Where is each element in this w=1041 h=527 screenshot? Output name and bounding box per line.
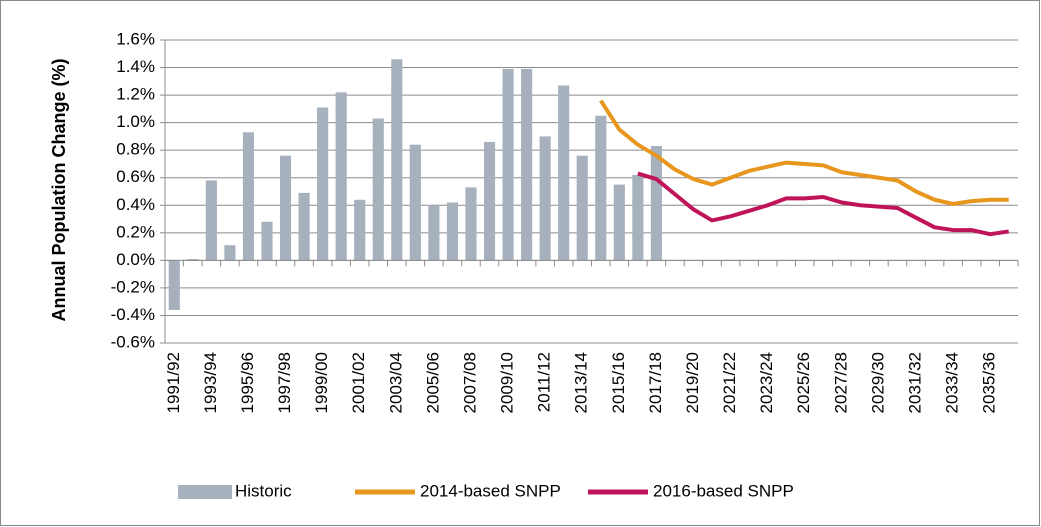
bar xyxy=(354,199,366,261)
x-tick-label: 2005/06 xyxy=(423,352,442,413)
legend-label: 2016-based SNPP xyxy=(653,481,794,500)
line xyxy=(599,99,1009,206)
x-tick-label: 2027/28 xyxy=(831,352,850,413)
x-tick-label: 2001/02 xyxy=(349,352,368,413)
x-tick-label: 2033/34 xyxy=(943,352,962,413)
bar xyxy=(539,136,551,261)
bar xyxy=(521,68,533,261)
x-tick-label: 2003/04 xyxy=(386,352,405,413)
x-tick-label: 2015/16 xyxy=(609,352,628,413)
x-tick-label: 2031/32 xyxy=(905,352,924,413)
x-tick-label: 2007/08 xyxy=(460,352,479,413)
x-tick-label: 2019/20 xyxy=(683,352,702,413)
bar xyxy=(391,59,403,261)
x-tick-label: 1991/92 xyxy=(164,352,183,413)
x-tick-label: 1997/98 xyxy=(275,352,294,413)
x-tick-label: 1993/94 xyxy=(201,352,220,413)
bar xyxy=(632,174,644,261)
x-tick-label: 2025/26 xyxy=(794,352,813,413)
bar xyxy=(428,205,440,261)
x-tick-label: 2035/36 xyxy=(980,352,999,413)
y-tick-label: 0.2% xyxy=(116,222,155,241)
y-axis-label: Annual Population Change (%) xyxy=(49,59,69,322)
bar xyxy=(465,187,477,261)
x-tick-label: 2009/10 xyxy=(498,352,517,413)
bar xyxy=(224,245,236,261)
bar xyxy=(595,115,607,261)
bar xyxy=(576,155,588,261)
y-tick-label: -0.4% xyxy=(111,305,155,324)
bar xyxy=(298,192,310,261)
x-tick-label: 2017/18 xyxy=(646,352,665,413)
bar xyxy=(279,155,292,261)
bar xyxy=(558,85,570,261)
bar xyxy=(317,107,329,261)
bar xyxy=(446,202,458,261)
y-tick-label: 1.4% xyxy=(116,57,155,76)
bar xyxy=(372,118,384,261)
y-tick-label: -0.2% xyxy=(111,277,155,296)
y-tick-label: 0.4% xyxy=(116,195,155,214)
x-tick-label: 2023/24 xyxy=(757,352,776,413)
bar xyxy=(335,92,347,261)
line xyxy=(637,171,1010,237)
x-tick-label: 1999/00 xyxy=(312,352,331,413)
x-tick-label: 2021/22 xyxy=(720,352,739,413)
y-tick-label: 1.2% xyxy=(116,85,155,104)
bar xyxy=(261,221,273,261)
bar xyxy=(168,260,180,310)
x-tick-label: 2011/12 xyxy=(535,352,554,412)
y-tick-label: 0.0% xyxy=(116,250,155,269)
y-tick-label: 1.0% xyxy=(116,112,155,131)
bar xyxy=(483,141,496,261)
x-tick-label: 2029/30 xyxy=(868,352,887,413)
y-tick-label: 0.8% xyxy=(116,140,155,159)
x-tick-label: 1995/96 xyxy=(238,352,257,413)
legend-label: Historic xyxy=(235,481,292,500)
bar xyxy=(242,132,255,261)
x-tick-label: 2013/14 xyxy=(572,352,591,413)
legend-label: 2014-based SNPP xyxy=(420,481,561,500)
bar xyxy=(205,180,217,261)
bar xyxy=(187,258,199,261)
y-tick-label: 0.6% xyxy=(116,167,155,186)
y-tick-label: -0.6% xyxy=(111,332,155,351)
bar xyxy=(650,146,662,261)
y-tick-label: 1.6% xyxy=(116,29,155,48)
legend-swatch xyxy=(178,485,232,499)
bar xyxy=(613,184,625,261)
bar xyxy=(409,144,421,261)
bar xyxy=(502,68,514,261)
